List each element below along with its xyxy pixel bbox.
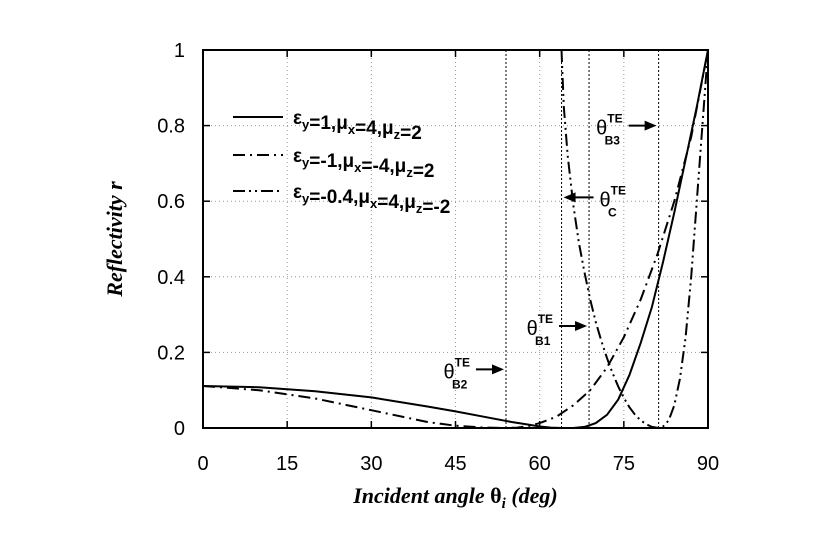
annotation-4: θTE B3 (596, 112, 657, 148)
x-axis-label-symbol: θ (490, 483, 501, 508)
x-axis-label: Incident angle θi (deg) (352, 483, 557, 512)
x-tick-label: 0 (197, 453, 208, 475)
y-axis-label: Reflectivity r (102, 181, 127, 298)
y-tick-label: 0.2 (157, 342, 185, 364)
legend-entry-3: εy=-0.4,μx=4,μz=-2 (293, 182, 450, 218)
grid (203, 50, 708, 428)
x-tick-label: 15 (276, 453, 298, 475)
arrow-head (563, 192, 576, 203)
arrow-head (644, 120, 657, 131)
x-axis-label-main: Incident angle (352, 483, 490, 508)
annotation-label: θTE B1 (527, 312, 553, 348)
vertical-reference-lines (505, 50, 660, 428)
arrow-head (575, 320, 588, 331)
annotation-label: θTE C (600, 183, 626, 219)
annotation-2: θTE B1 (527, 312, 588, 348)
x-axis-label-tail: (deg) (506, 483, 558, 508)
x-tick-label: 30 (360, 453, 382, 475)
annotation-label: θTE B2 (444, 355, 470, 391)
y-tick-label: 0 (174, 418, 185, 440)
annotation-1: θTE B2 (444, 355, 504, 391)
y-tick-label: 0.6 (157, 191, 185, 213)
legend-entry-2: εy=-1,μx=-4,μz=2 (293, 146, 434, 182)
y-tick-label: 0.8 (157, 116, 185, 138)
annotations: θTE B2 θTE B1 θTE C θTE B3 (444, 112, 657, 391)
y-tick-label: 1 (174, 40, 185, 62)
ticks-group: 0 15 30 45 60 75 90 0 0.2 0.4 0.6 0.8 1 (157, 40, 719, 475)
arrow-head (492, 364, 504, 375)
legend: εy=1,μx=4,μz=2εy=-1,μx=-4,μz=2εy=-0.4,μx… (233, 108, 450, 218)
x-tick-label: 75 (613, 453, 635, 475)
y-tick-label: 0.4 (157, 267, 185, 289)
annotation-label: θTE B3 (596, 112, 622, 148)
x-tick-label: 90 (697, 453, 719, 475)
legend-entry-1: εy=1,μx=4,μz=2 (293, 108, 422, 144)
series-line-3 (560, 49, 709, 430)
x-tick-label: 60 (529, 453, 551, 475)
x-axis-label-sub: i (502, 496, 507, 512)
x-tick-label: 45 (444, 453, 466, 475)
annotation-3: θTE C (563, 183, 626, 219)
